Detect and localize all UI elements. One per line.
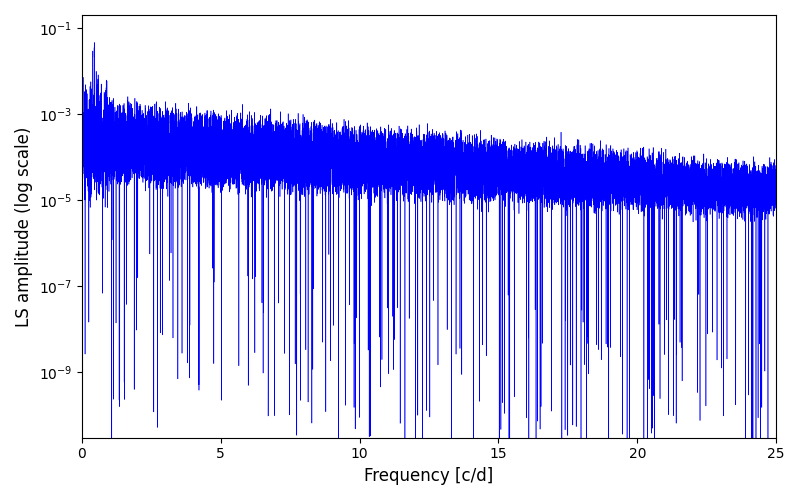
X-axis label: Frequency [c/d]: Frequency [c/d] — [364, 467, 494, 485]
Y-axis label: LS amplitude (log scale): LS amplitude (log scale) — [15, 126, 33, 326]
